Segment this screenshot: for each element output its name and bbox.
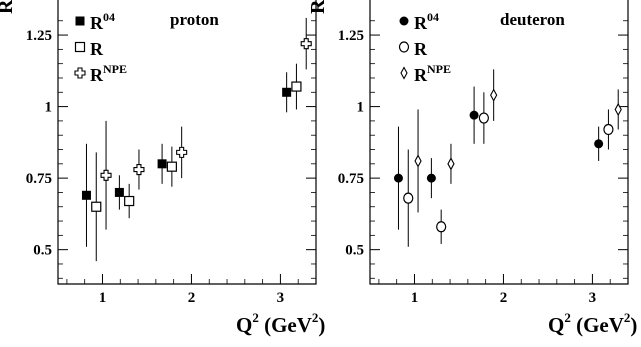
y-tick-label: 0.5 <box>345 243 364 259</box>
x-tick-label: 3 <box>277 290 285 306</box>
series-2 <box>100 17 312 230</box>
data-point <box>614 102 622 117</box>
legend-marker <box>399 16 409 26</box>
data-point <box>426 173 436 183</box>
data-point <box>100 169 112 181</box>
legend-marker <box>398 41 410 53</box>
data-point <box>114 187 124 197</box>
legend: R04 R RNPE <box>74 10 127 85</box>
data-point <box>133 163 145 176</box>
series-0 <box>393 86 604 230</box>
data-point <box>603 123 614 136</box>
y-axis-label: R <box>0 0 17 14</box>
data-point <box>124 195 135 207</box>
series-0 <box>81 72 292 247</box>
panel-deuteron: 0.5 0.75 1 1.25 1 2 3 R Q2 (GeV2) deuteron R04 R RNP… <box>307 0 637 337</box>
data-point <box>91 201 102 212</box>
data-point <box>594 139 604 149</box>
x-tick-label: 1 <box>411 290 419 306</box>
panel-proton: 0.5 0.75 1 1.25 1 2 3 R Q2 (GeV2) proton R04 R RNPE <box>0 0 325 337</box>
data-point <box>300 38 312 50</box>
data-point <box>393 173 403 183</box>
data-point <box>403 192 414 204</box>
series-1 <box>403 92 614 247</box>
legend-label: R04 <box>90 10 115 33</box>
plot-frame <box>369 0 629 285</box>
x-tick-label: 2 <box>500 290 508 306</box>
legend-label: RNPE <box>414 62 451 85</box>
y-tick-label: 1.25 <box>338 28 364 44</box>
legend-marker <box>400 66 408 80</box>
data-point <box>490 88 498 102</box>
data-point <box>447 157 455 171</box>
y-tick-label: 1 <box>45 100 53 116</box>
series-1 <box>91 63 302 262</box>
x-tick-label: 2 <box>188 290 196 306</box>
panel-label: deuteron <box>500 10 565 29</box>
plot-frame <box>57 0 317 285</box>
data-point <box>282 87 292 97</box>
data-point <box>436 221 447 233</box>
legend-marker <box>74 67 86 79</box>
legend-label: R <box>90 39 104 59</box>
panel-label: proton <box>170 10 219 29</box>
data-point <box>176 146 188 158</box>
legend-label: R04 <box>414 10 439 33</box>
data-point <box>166 161 177 172</box>
y-tick-label: 0.75 <box>338 171 364 187</box>
data-point <box>469 110 479 120</box>
data-point <box>414 154 422 168</box>
data-point <box>157 159 167 169</box>
y-tick-label: 1 <box>357 100 365 116</box>
x-axis-label: Q2 (GeV2) <box>236 310 325 337</box>
x-tick-label: 3 <box>589 290 597 306</box>
x-axis-label: Q2 (GeV2) <box>548 310 637 337</box>
legend: R04 R RNPE <box>398 10 451 85</box>
legend-label: R <box>414 39 428 59</box>
data-point <box>478 112 489 124</box>
data-point <box>291 81 302 92</box>
x-tick-label: 1 <box>99 290 107 306</box>
y-tick-label: 1.25 <box>26 28 52 44</box>
y-tick-label: 0.75 <box>26 171 52 187</box>
y-axis-label: R <box>307 0 329 14</box>
data-point <box>81 190 91 200</box>
legend-marker <box>75 16 85 26</box>
series-2 <box>414 69 622 213</box>
legend-label: RNPE <box>90 62 127 85</box>
legend-marker <box>74 41 86 53</box>
y-tick-label: 0.5 <box>33 243 52 259</box>
